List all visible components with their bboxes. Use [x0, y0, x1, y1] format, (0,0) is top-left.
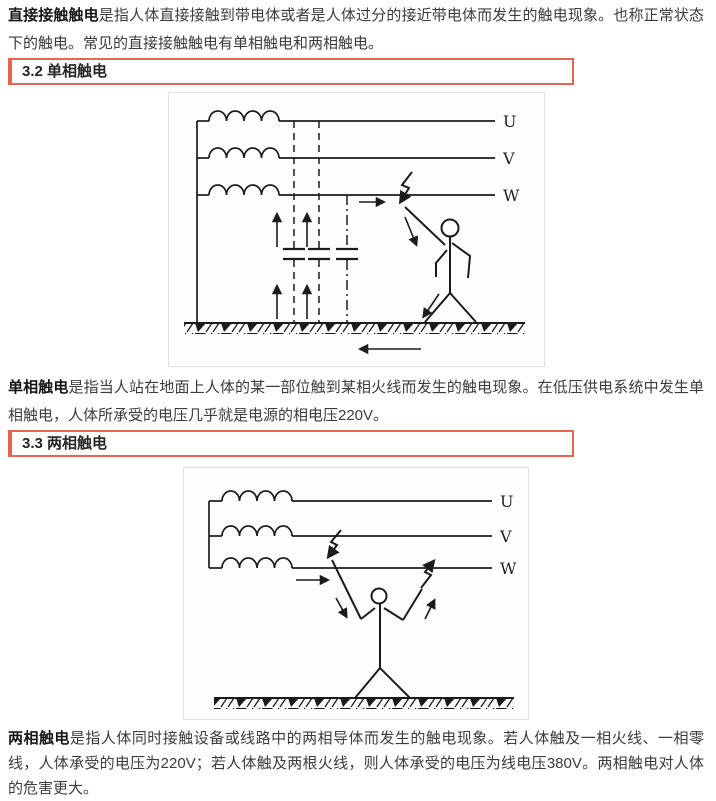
- current-arrow-arm-up: [424, 598, 436, 620]
- lightning-icon: [398, 171, 413, 205]
- person-head: [370, 587, 388, 605]
- person-right-arm: [383, 607, 404, 621]
- current-arrow-arm: [403, 216, 418, 247]
- person-legs: [354, 667, 411, 699]
- contact-line-w: [402, 588, 423, 621]
- ground-icon: [183, 322, 525, 334]
- ground-capacitance-branches: [282, 121, 358, 323]
- paragraph-text: 是指人体同时接触设备或线路中的两相导体而发生的触电现象。若人体触及一相火线、一相…: [8, 730, 704, 797]
- current-arrow-leg: [421, 293, 440, 319]
- coil-icon: [207, 110, 280, 122]
- single-phase-diagram: U V W: [183, 110, 525, 355]
- phase-label-u: U: [503, 112, 516, 131]
- ground-icon: [214, 697, 514, 709]
- phase-label-v: V: [499, 527, 512, 546]
- contact-line-v: [331, 559, 362, 620]
- phase-label-w: W: [503, 186, 520, 205]
- capacitor-icon: [282, 247, 358, 261]
- two-phase-diagram: U V W: [208, 490, 517, 709]
- coil-icon: [221, 490, 293, 502]
- person-left-arm: [360, 607, 376, 620]
- lightning-icon: [420, 558, 436, 589]
- two-phase-paragraph: 两相触电是指人体同时接触设备或线路中的两相导体而发生的触电现象。若人体触及一相火…: [8, 726, 704, 801]
- section-header-3-2: 3.2 单相触电: [8, 58, 574, 85]
- single-phase-paragraph: 单相触电是指当人站在地面上人体的某一部位触到某相火线而发生的触电现象。在低压供电…: [8, 374, 704, 430]
- current-arrow-arm-down: [335, 597, 348, 619]
- paragraph-lead: 直接接触触电: [8, 7, 99, 24]
- phase-label-u: U: [500, 492, 513, 511]
- intro-paragraph: 直接接触触电是指人体直接接触到带电体或者是人体过分的接近带电体而发生的触电现象。…: [8, 2, 704, 58]
- coil-icon: [221, 557, 293, 569]
- figure-two-phase: U V W: [183, 467, 529, 720]
- person-side-arm: [434, 249, 448, 277]
- person-bent-arm: [450, 242, 471, 279]
- phase-label-v: V: [502, 149, 515, 168]
- phase-lines: [195, 110, 495, 323]
- lightning-icon: [326, 529, 342, 560]
- person-figure: [354, 587, 411, 699]
- section-header-label: 3.2 单相触电: [22, 63, 108, 80]
- person-figure: [403, 206, 477, 323]
- section-header-3-3: 3.3 两相触电: [8, 430, 574, 457]
- person-raised-arm: [403, 206, 446, 246]
- paragraph-lead: 单相触电: [8, 379, 69, 396]
- paragraph-lead: 两相触电: [8, 730, 70, 747]
- paragraph-text: 是指人体直接接触到带电体或者是人体过分的接近带电体而发生的触电现象。也称正常状态…: [8, 7, 704, 52]
- figure-single-phase: U V W: [167, 92, 545, 367]
- section-header-label: 3.3 两相触电: [22, 435, 108, 452]
- person-legs: [423, 292, 477, 323]
- person-head: [440, 218, 459, 238]
- phase-lines: [208, 490, 492, 569]
- contact-conductors: [331, 559, 423, 621]
- current-arrows: [271, 196, 440, 355]
- coil-icon: [221, 525, 293, 537]
- coil-icon: [207, 184, 280, 196]
- coil-icon: [207, 147, 280, 159]
- current-arrows: [296, 574, 436, 620]
- phase-label-w: W: [500, 559, 517, 578]
- paragraph-text: 是指当人站在地面上人体的某一部位触到某相火线而发生的触电现象。在低压供电系统中发…: [8, 379, 704, 424]
